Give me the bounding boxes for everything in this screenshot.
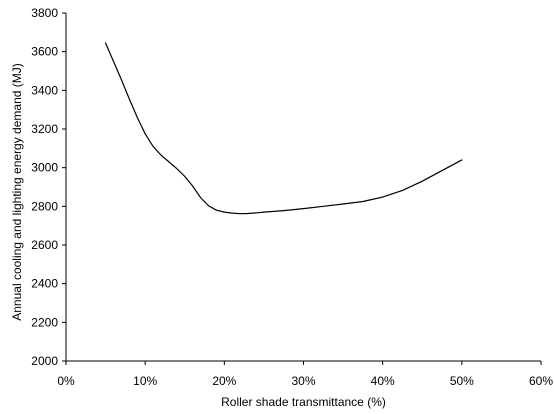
y-tick-label: 3800 [31, 6, 58, 20]
x-tick-label: 10% [133, 374, 157, 388]
y-tick-label: 2400 [31, 277, 58, 291]
y-axis-title: Annual cooling and lighting energy deman… [10, 63, 24, 321]
x-tick-label: 30% [291, 374, 315, 388]
x-tick-label: 60% [529, 374, 553, 388]
y-tick-label: 3400 [31, 83, 58, 97]
y-axis: 2000 2200 2400 2600 2800 3000 3200 3400 3600 3800 [31, 6, 67, 368]
x-axis-title: Roller shade transmittance (%) [221, 395, 386, 409]
x-axis: 0% 10% 20% 30% 40% 50% 60% [57, 360, 553, 388]
x-tick-label: 0% [57, 374, 75, 388]
y-tick-label: 3600 [31, 45, 58, 59]
x-tick-label: 50% [450, 374, 474, 388]
x-tick-label: 40% [371, 374, 395, 388]
y-tick-label: 2800 [31, 199, 58, 213]
y-tick-label: 2200 [31, 315, 58, 329]
y-tick-label: 2000 [31, 354, 58, 368]
y-tick-label: 2600 [31, 238, 58, 252]
series-line-0 [104, 42, 463, 215]
y-tick-label: 3200 [31, 122, 58, 136]
y-tick-label: 3000 [31, 161, 58, 175]
x-tick-label: 20% [212, 374, 236, 388]
series-layer [104, 42, 463, 215]
